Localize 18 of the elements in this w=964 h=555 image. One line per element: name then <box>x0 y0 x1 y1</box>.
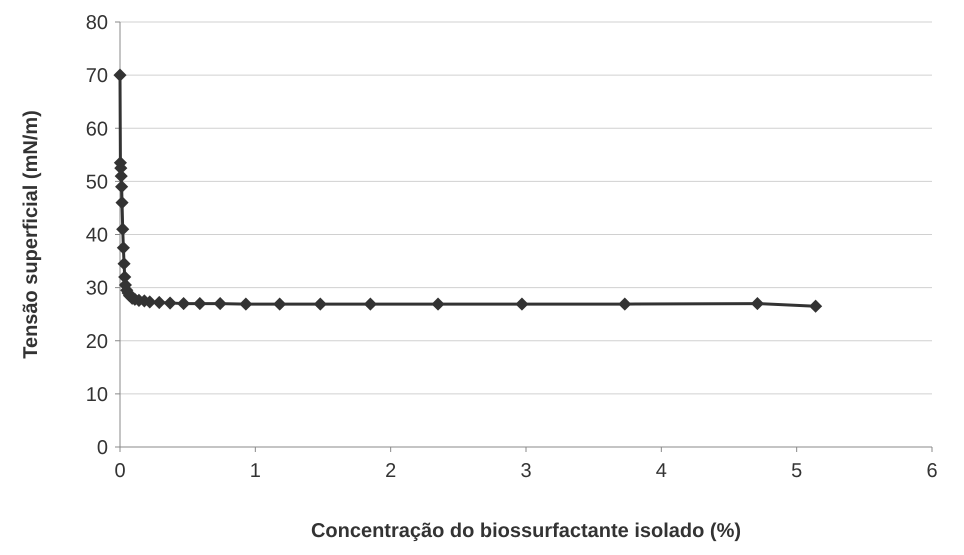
y-tick-label: 40 <box>86 224 108 246</box>
x-axis-title: Concentração do biossurfactante isolado (%) <box>310 520 742 542</box>
x-tick-label: 4 <box>656 460 667 482</box>
x-tick-label: 5 <box>791 460 802 482</box>
x-tick-label: 2 <box>385 460 396 482</box>
x-tick-label: 1 <box>250 460 261 482</box>
x-tick-label: 0 <box>114 460 126 482</box>
x-tick-label: 3 <box>520 460 532 482</box>
y-tick-label: 30 <box>86 278 108 300</box>
y-tick-label: 10 <box>86 384 108 406</box>
y-axis-title: Tensão superficial (mN/m) <box>20 110 42 359</box>
y-tick-label: 70 <box>86 65 108 88</box>
x-tick-label: 6 <box>926 460 938 482</box>
y-tick-label: 80 <box>86 12 108 34</box>
y-tick-label: 50 <box>86 171 108 194</box>
y-tick-label: 20 <box>86 330 108 353</box>
y-tick-label: 0 <box>96 437 108 459</box>
y-tick-label: 60 <box>86 118 108 140</box>
